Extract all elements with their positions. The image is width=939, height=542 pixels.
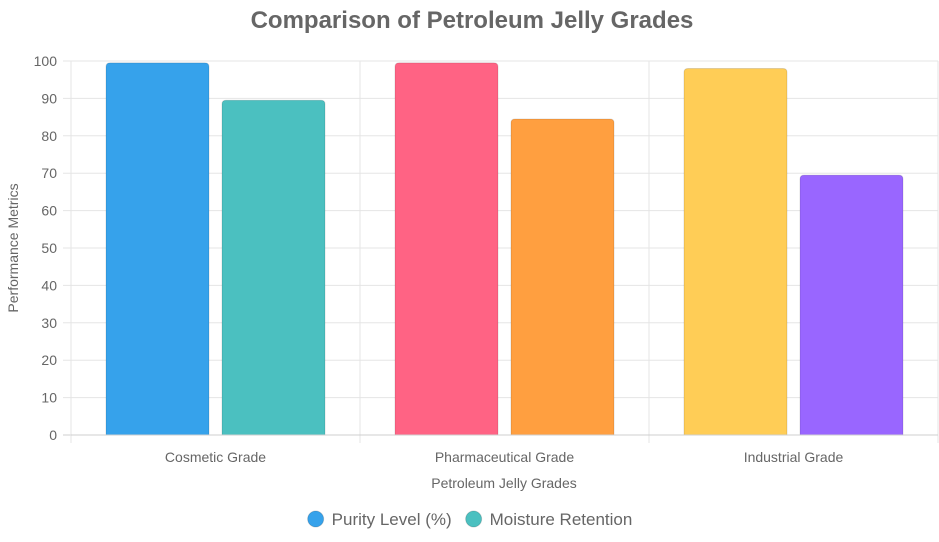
- y-tick-label: 20: [41, 352, 57, 368]
- bar-moisture-0[interactable]: [221, 99, 326, 436]
- chart-title: Comparison of Petroleum Jelly Grades: [251, 7, 694, 34]
- y-tick-label: 90: [41, 90, 57, 106]
- x-tick-label: Industrial Grade: [744, 449, 844, 465]
- y-tick-label: 80: [41, 128, 57, 144]
- legend-item[interactable]: Moisture Retention: [465, 510, 633, 529]
- x-axis-label: Petroleum Jelly Grades: [431, 475, 577, 491]
- x-tick-label: Cosmetic Grade: [165, 449, 266, 465]
- x-tick-label: Pharmaceutical Grade: [435, 449, 575, 465]
- legend-swatch: [307, 510, 325, 528]
- y-tick-label: 40: [41, 277, 57, 293]
- y-tick-label: 50: [41, 240, 57, 256]
- legend-label: Moisture Retention: [490, 510, 633, 529]
- bar-purity-2[interactable]: [683, 67, 788, 436]
- y-tick-label: 100: [34, 53, 58, 69]
- bar-moisture-2[interactable]: [799, 174, 904, 436]
- y-tick-label: 30: [41, 315, 57, 331]
- legend-swatch: [465, 510, 483, 528]
- legend: Purity Level (%) Moisture Retention: [307, 510, 633, 529]
- axes: 0 10 20 30 40 50 60 70 80 90 100 Cosmetic Grade Phar…: [34, 53, 938, 465]
- y-tick-label: 70: [41, 165, 57, 181]
- y-tick-label: 60: [41, 203, 57, 219]
- bar-purity-0[interactable]: [105, 62, 210, 436]
- y-tick-label: 0: [49, 427, 57, 443]
- y-tick-label: 10: [41, 390, 57, 406]
- bars: [105, 62, 904, 436]
- y-axis-label: Performance Metrics: [5, 183, 21, 312]
- bar-purity-1[interactable]: [394, 62, 499, 436]
- bar-moisture-1[interactable]: [510, 118, 615, 436]
- legend-item[interactable]: Purity Level (%): [307, 510, 452, 529]
- legend-label: Purity Level (%): [332, 510, 452, 529]
